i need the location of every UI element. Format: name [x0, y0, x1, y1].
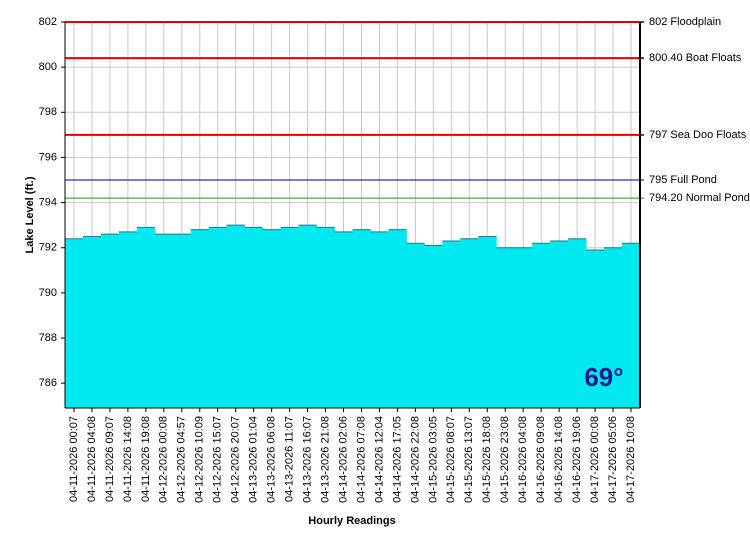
x-tick-label: 04-14-2026 02:06: [337, 416, 349, 503]
area-column: [352, 229, 371, 408]
area-column: [65, 238, 84, 408]
reference-label: 802 Floodplain: [649, 16, 721, 28]
x-tick-label: 04-16-2026 14:08: [553, 416, 565, 503]
x-tick-label: 04-17-2026 05:06: [607, 416, 619, 503]
reference-label: 795 Full Pond: [649, 174, 717, 186]
y-tick-label: 800: [39, 61, 57, 73]
area-column: [136, 227, 156, 408]
area-column: [406, 243, 425, 408]
x-tick-label: 04-11-2026 00:07: [68, 416, 80, 502]
x-tick-label: 04-14-2026 07:08: [355, 416, 367, 503]
x-tick-label: 04-11-2026 14:08: [122, 416, 134, 502]
x-tick-label: 04-13-2026 11:07: [284, 416, 296, 502]
y-tick-label: 796: [39, 151, 57, 163]
x-tick-label: 04-15-2026 08:07: [445, 416, 457, 503]
area-column: [550, 240, 569, 408]
x-tick-label: 04-12-2026 04:57: [176, 416, 188, 503]
area-column: [334, 231, 353, 408]
x-tick-label: 04-16-2026 19:06: [571, 416, 583, 503]
x-tick-label: 04-13-2026 21:08: [319, 416, 331, 503]
temperature-box: [578, 356, 630, 400]
area-column: [280, 227, 300, 408]
area-column: [478, 236, 497, 408]
y-tick-label: 792: [39, 242, 57, 254]
x-tick-label: 04-12-2026 00:08: [158, 416, 170, 503]
area-column: [442, 240, 461, 408]
x-tick-label: 04-12-2026 20:07: [230, 416, 242, 503]
x-tick-label: 04-12-2026 10:09: [194, 416, 206, 503]
area-column: [100, 234, 120, 408]
area-column: [298, 225, 318, 408]
x-tick-label: 04-15-2026 03:05: [427, 416, 439, 503]
y-tick-label: 790: [39, 287, 57, 299]
y-axis-title: Lake Level (ft.): [24, 176, 36, 253]
area-column: [496, 247, 515, 408]
area-column: [190, 229, 210, 408]
x-tick-label: 04-11-2026 19:08: [140, 416, 152, 502]
x-tick-label: 04-13-2026 06:08: [266, 416, 278, 503]
temperature: 69°: [584, 362, 623, 392]
area-column: [370, 231, 389, 408]
area-column: [460, 238, 479, 408]
x-tick-label: 04-17-2026 10:08: [625, 416, 637, 503]
area-column: [118, 231, 138, 408]
reference-label: 797 Sea Doo Floats: [649, 129, 747, 141]
reference-label: 800.40 Boat Floats: [649, 52, 742, 64]
area-column: [82, 236, 102, 408]
x-tick-label: 04-14-2026 12:04: [373, 416, 385, 503]
reference-label: 794.20 Normal Pond: [649, 192, 750, 204]
area-column: [226, 225, 246, 408]
area-column: [244, 227, 264, 408]
x-tick-label: 04-12-2026 15:07: [212, 416, 224, 503]
y-tick-label: 786: [39, 377, 57, 389]
area-column: [208, 227, 228, 408]
x-tick-label: 04-11-2026 04:08: [86, 416, 98, 502]
y-tick-label: 802: [39, 16, 57, 28]
area-column: [316, 227, 336, 408]
x-tick-label: 04-16-2026 04:08: [517, 416, 529, 503]
x-tick-label: 04-16-2026 09:08: [535, 416, 547, 503]
y-tick-label: 794: [39, 196, 57, 208]
x-axis-title: Hourly Readings: [308, 515, 395, 527]
x-tick-label: 04-17-2026 00:08: [589, 416, 601, 503]
area-column: [514, 247, 533, 408]
y-tick-label: 788: [39, 332, 57, 344]
area-column: [388, 229, 407, 408]
area-column: [424, 245, 443, 408]
x-tick-label: 04-15-2026 23:08: [499, 416, 511, 503]
area-column: [532, 243, 551, 408]
x-tick-label: 04-13-2026 01:04: [248, 416, 260, 503]
x-tick-label: 04-11-2026 09:07: [104, 416, 116, 502]
area-column: [154, 234, 174, 408]
y-tick-label: 798: [39, 106, 57, 118]
area-column: [172, 234, 192, 408]
x-tick-label: 04-14-2026 22:08: [409, 416, 421, 503]
area-column: [262, 229, 282, 408]
x-tick-label: 04-13-2026 16:07: [301, 416, 313, 503]
x-tick-label: 04-15-2026 18:08: [481, 416, 493, 503]
x-tick-label: 04-14-2026 17:05: [391, 416, 403, 503]
x-tick-label: 04-15-2026 13:07: [463, 416, 475, 503]
